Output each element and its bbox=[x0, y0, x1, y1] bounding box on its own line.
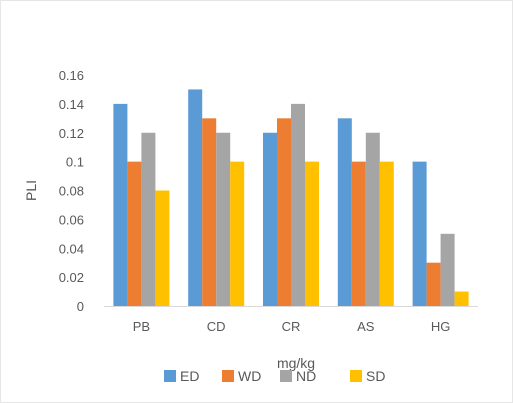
bar-ed-hg bbox=[412, 161, 427, 306]
x-category-label: CR bbox=[282, 319, 301, 334]
legend-label-ed: ED bbox=[180, 368, 199, 384]
legend: ED WD ND SD bbox=[164, 368, 385, 384]
y-axis-title: PLI bbox=[23, 180, 39, 201]
x-category-label: CD bbox=[207, 319, 226, 334]
legend-swatch-sd bbox=[350, 370, 362, 382]
y-tick-label: 0.02 bbox=[59, 270, 84, 285]
legend-swatch-nd bbox=[280, 370, 292, 382]
bar-sd-cd bbox=[230, 161, 245, 306]
bar-wd-hg bbox=[426, 262, 441, 306]
y-tick-label: 0.14 bbox=[59, 97, 84, 112]
y-tick-label: 0.04 bbox=[59, 241, 84, 256]
bar-sd-as bbox=[379, 161, 394, 306]
bar-sd-hg bbox=[454, 291, 469, 306]
x-category-label: PB bbox=[133, 319, 150, 334]
y-tick-label: 0.12 bbox=[59, 126, 84, 141]
x-category-label: AS bbox=[357, 319, 375, 334]
bar-wd-cd bbox=[202, 118, 217, 306]
bar-series-group bbox=[113, 89, 469, 306]
bar-nd-cd bbox=[216, 132, 231, 306]
legend-label-nd: ND bbox=[296, 368, 316, 384]
bar-wd-pb bbox=[127, 161, 142, 306]
x-axis-title: mg/kg bbox=[277, 355, 315, 371]
bar-sd-cr bbox=[305, 161, 319, 306]
legend-swatch-wd bbox=[222, 370, 234, 382]
bar-nd-as bbox=[365, 132, 380, 306]
bar-ed-as bbox=[337, 118, 352, 306]
bar-nd-cr bbox=[291, 103, 305, 306]
x-category-label: HG bbox=[431, 319, 451, 334]
bar-ed-cr bbox=[263, 132, 277, 306]
y-tick-label: 0.08 bbox=[59, 184, 84, 199]
y-tick-label: 0.16 bbox=[59, 68, 84, 83]
x-axis-categories: PB CD CR AS HG bbox=[133, 319, 451, 334]
bar-nd-hg bbox=[440, 233, 455, 306]
bar-ed-pb bbox=[113, 103, 128, 306]
bar-ed-cd bbox=[188, 89, 203, 306]
y-tick-label: 0 bbox=[77, 299, 84, 314]
y-axis-ticks: 0 0.02 0.04 0.06 0.08 0.1 0.12 0.14 0.16 bbox=[59, 68, 84, 314]
bar-nd-pb bbox=[141, 132, 156, 306]
bar-sd-pb bbox=[155, 190, 170, 306]
bar-wd-as bbox=[351, 161, 366, 306]
y-tick-label: 0.1 bbox=[66, 155, 84, 170]
legend-label-wd: WD bbox=[238, 368, 261, 384]
legend-swatch-ed bbox=[164, 370, 176, 382]
legend-label-sd: SD bbox=[366, 368, 385, 384]
y-tick-label: 0.06 bbox=[59, 212, 84, 227]
bar-wd-cr bbox=[277, 118, 291, 306]
